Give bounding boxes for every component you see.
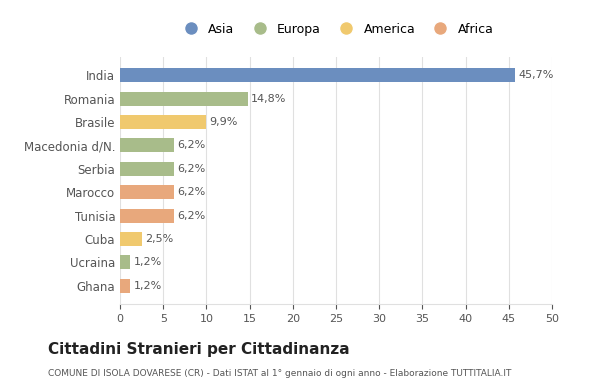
Text: 2,5%: 2,5% (145, 234, 173, 244)
Bar (120, 68, 515, 82)
Bar (120, 232, 142, 246)
Legend: Asia, Europa, America, Africa: Asia, Europa, America, Africa (175, 19, 497, 39)
Bar (120, 185, 173, 199)
Bar (120, 279, 130, 293)
Text: 6,2%: 6,2% (177, 141, 205, 150)
Text: 1,2%: 1,2% (134, 257, 162, 268)
Text: 6,2%: 6,2% (177, 211, 205, 220)
Text: 1,2%: 1,2% (134, 281, 162, 291)
Bar (120, 255, 130, 269)
Text: 6,2%: 6,2% (177, 187, 205, 197)
Bar (120, 162, 173, 176)
Bar (120, 115, 206, 129)
Text: COMUNE DI ISOLA DOVARESE (CR) - Dati ISTAT al 1° gennaio di ogni anno - Elaboraz: COMUNE DI ISOLA DOVARESE (CR) - Dati IST… (48, 369, 511, 378)
Bar (120, 138, 173, 152)
Text: 45,7%: 45,7% (518, 70, 554, 80)
Bar (120, 209, 173, 223)
Text: Cittadini Stranieri per Cittadinanza: Cittadini Stranieri per Cittadinanza (48, 342, 350, 357)
Text: 6,2%: 6,2% (177, 164, 205, 174)
Bar (120, 92, 248, 106)
Text: 14,8%: 14,8% (251, 93, 287, 104)
Text: 9,9%: 9,9% (209, 117, 238, 127)
